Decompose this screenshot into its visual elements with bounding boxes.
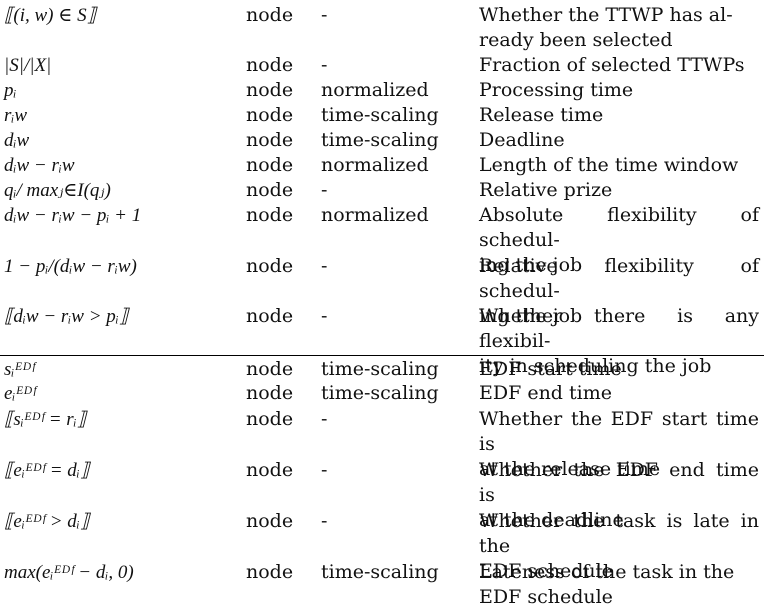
feature-normalization: time-scaling (321, 129, 439, 151)
feature-expression: ⟦eᵢᴱᴰᶠ = dᵢ⟧ (4, 460, 90, 481)
feature-expression: sᵢᴱᴰᶠ (4, 359, 35, 380)
feature-type: node (246, 4, 294, 26)
description-line: EDF schedule (479, 586, 613, 608)
feature-description: Lateness of the task in the EDF schedule (479, 560, 759, 610)
feature-expression: max(eᵢᴱᴰᶠ − dᵢ, 0) (4, 562, 134, 583)
description-line: Processing time (479, 79, 634, 101)
description-line: Whether the EDF end time is (479, 459, 759, 506)
section-divider (0, 355, 764, 356)
feature-expression: ⟦dᵢw − rᵢw > pᵢ⟧ (4, 306, 129, 327)
feature-type: node (246, 154, 294, 176)
description-line: Whether there is any flexibil- (479, 305, 759, 352)
feature-expression: eᵢᴱᴰᶠ (4, 383, 36, 404)
feature-expression: dᵢw − rᵢw (4, 155, 75, 176)
description-line: ing the job (479, 254, 583, 276)
feature-description: Whether the TTWP has al- ready been sele… (479, 3, 759, 53)
feature-description: Length of the time window (479, 153, 759, 178)
feature-expression: ⟦(i, w) ∈ S⟧ (4, 5, 96, 26)
feature-description: EDF end time (479, 381, 759, 406)
feature-normalization: - (321, 459, 328, 481)
feature-normalization: - (321, 179, 328, 201)
feature-normalization: - (321, 510, 328, 532)
description-line: ready been selected (479, 29, 673, 51)
feature-description: Whether the EDF end time is at the deadl… (479, 458, 759, 533)
feature-type: node (246, 79, 294, 101)
feature-expression: pᵢ (4, 80, 17, 101)
description-line: Absolute flexibility of schedul- (479, 204, 759, 251)
feature-description: Absolute flexibility of schedul- ing the… (479, 203, 759, 278)
feature-normalization: normalized (321, 154, 429, 176)
feature-normalization: time-scaling (321, 358, 439, 380)
feature-expression: ⟦eᵢᴱᴰᶠ > dᵢ⟧ (4, 511, 90, 532)
description-line: Relative flexibility of schedul- (479, 255, 759, 302)
description-line: EDF start time (479, 358, 622, 380)
description-line: ity in scheduling the job (479, 355, 712, 377)
feature-expression: ⟦sᵢᴱᴰᶠ = rᵢ⟧ (4, 409, 87, 430)
feature-description: Deadline (479, 128, 759, 153)
feature-expression: dᵢw − rᵢw − pᵢ + 1 (4, 205, 142, 226)
feature-normalization: time-scaling (321, 561, 439, 583)
feature-description: Whether there is any flexibil- ity in sc… (479, 304, 759, 379)
feature-normalization: - (321, 255, 328, 277)
description-line: Fraction of selected TTWPs (479, 54, 745, 76)
feature-description: Fraction of selected TTWPs (479, 53, 759, 78)
feature-description: Relative prize (479, 178, 759, 203)
feature-normalization: - (321, 4, 328, 26)
feature-description: EDF start time (479, 357, 759, 382)
feature-type: node (246, 408, 294, 430)
feature-type: node (246, 255, 294, 277)
feature-normalization: - (321, 54, 328, 76)
feature-expression: dᵢw (4, 130, 30, 151)
feature-type: node (246, 358, 294, 380)
description-line: EDF schedule (479, 560, 613, 582)
description-line: EDF end time (479, 382, 612, 404)
feature-expression: rᵢw (4, 105, 28, 126)
feature-normalization: time-scaling (321, 104, 439, 126)
feature-description: Processing time (479, 78, 759, 103)
feature-type: node (246, 54, 294, 76)
feature-normalization: normalized (321, 79, 429, 101)
feature-type: node (246, 204, 294, 226)
feature-type: node (246, 459, 294, 481)
feature-type: node (246, 510, 294, 532)
feature-type: node (246, 382, 294, 404)
description-line: Whether the task is late in the (479, 510, 759, 557)
feature-description: Release time (479, 103, 759, 128)
description-line: Length of the time window (479, 154, 739, 176)
description-line: Relative prize (479, 179, 613, 201)
feature-type: node (246, 305, 294, 327)
feature-normalization: time-scaling (321, 382, 439, 404)
feature-type: node (246, 129, 294, 151)
feature-expression: 1 − pᵢ/(dᵢw − rᵢw) (4, 256, 137, 277)
description-line: Release time (479, 104, 604, 126)
description-line: Deadline (479, 129, 565, 151)
feature-normalization: - (321, 305, 328, 327)
description-line: Whether the TTWP has al- (479, 4, 733, 26)
feature-description: Whether the task is late in the EDF sche… (479, 509, 759, 584)
feature-type: node (246, 561, 294, 583)
description-line: at the release time (479, 458, 661, 480)
description-line: Lateness of the task in the (479, 561, 735, 583)
feature-type: node (246, 104, 294, 126)
feature-expression: qᵢ/ maxⱼ∈I(qⱼ) (4, 180, 111, 201)
description-line: at the deadline (479, 509, 624, 531)
feature-type: node (246, 179, 294, 201)
feature-description: Relative flexibility of schedul- ing the… (479, 254, 759, 329)
feature-normalization: - (321, 408, 328, 430)
feature-description: Whether the EDF start time is at the rel… (479, 407, 759, 482)
description-line: Whether the EDF start time is (479, 408, 759, 455)
description-line: ing the job (479, 305, 583, 327)
feature-expression: |S|/|X| (4, 55, 52, 76)
feature-normalization: normalized (321, 204, 429, 226)
